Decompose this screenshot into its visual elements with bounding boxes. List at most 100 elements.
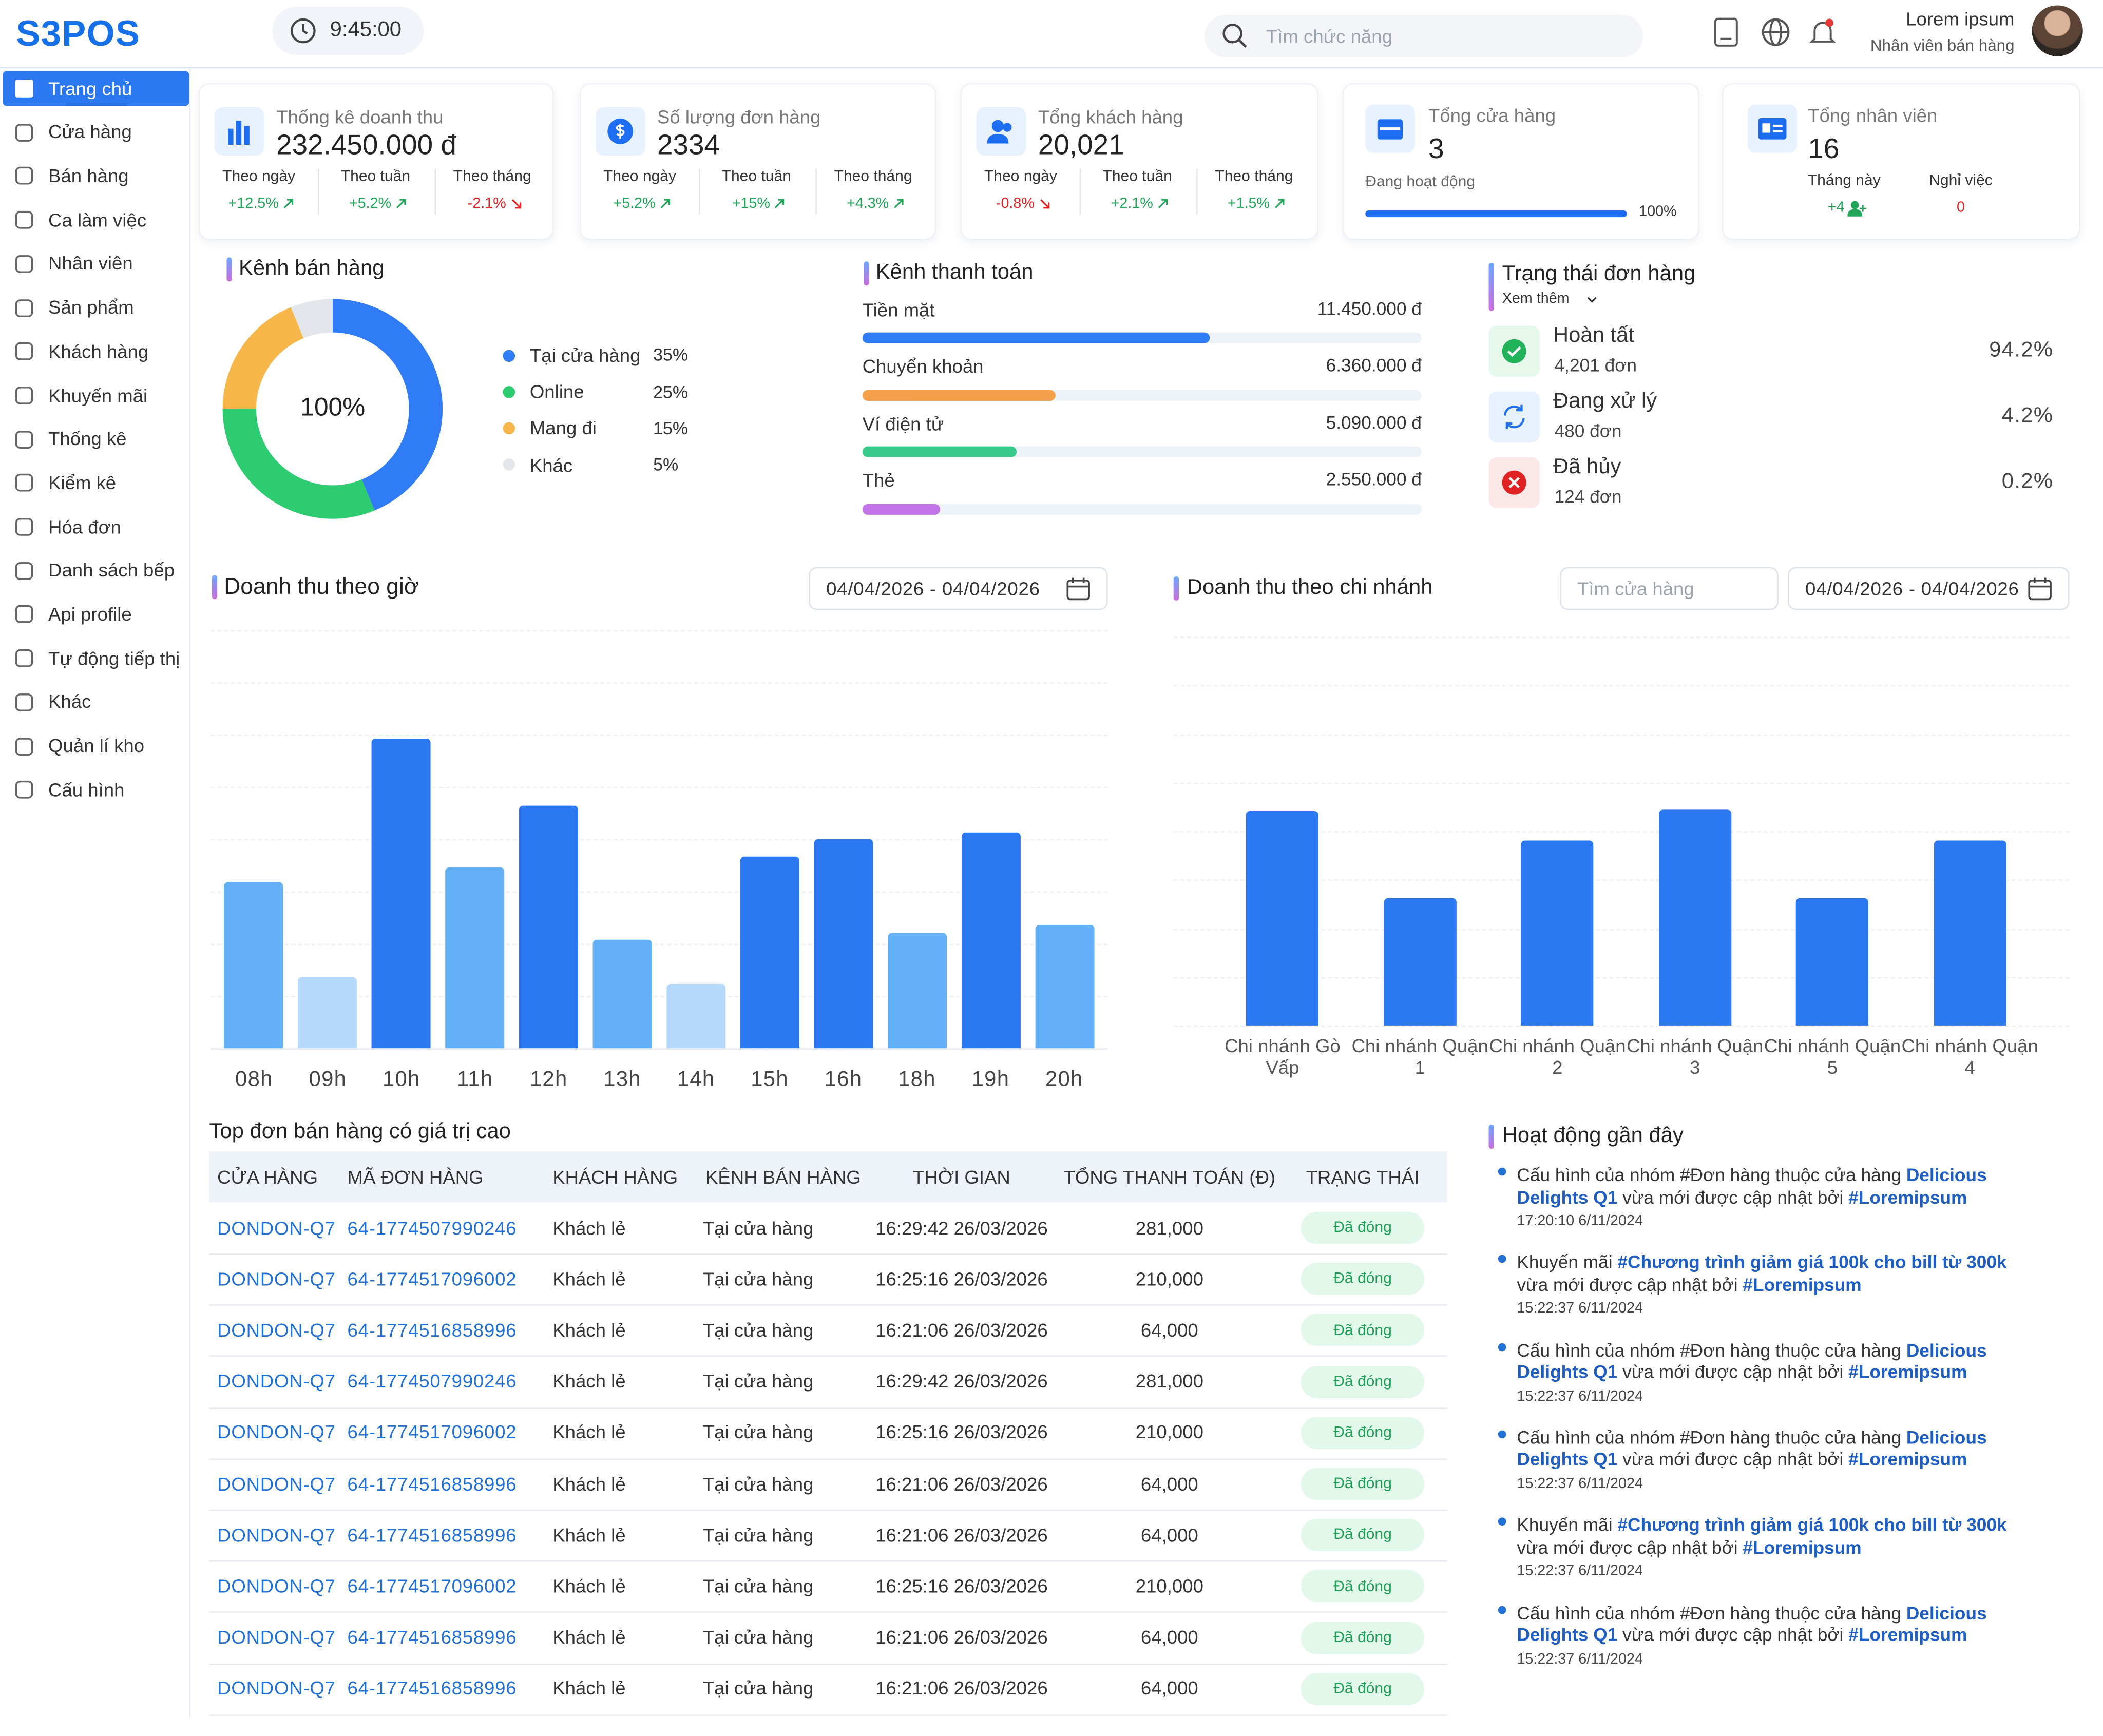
- legend-dot: [503, 459, 515, 471]
- date-picker[interactable]: [1788, 567, 2070, 610]
- sidebar-label[interactable]: Kiểm kê: [48, 471, 117, 493]
- bar: [224, 882, 284, 1049]
- activity-link[interactable]: Delicious Delights Q1: [1517, 1340, 1987, 1382]
- grid-line: [211, 996, 1108, 998]
- order-link[interactable]: 64-1774516858996: [347, 1677, 517, 1699]
- sidebar-label[interactable]: Ca làm việc: [48, 208, 147, 230]
- sidebar-label[interactable]: Khách hàng: [48, 340, 149, 362]
- search-box[interactable]: [1204, 14, 1643, 58]
- order-link[interactable]: DONDON-Q7: [217, 1370, 336, 1392]
- date-picker[interactable]: [809, 567, 1108, 610]
- legend-dot: [503, 385, 515, 398]
- order-link[interactable]: DONDON-Q7: [217, 1523, 336, 1546]
- date-range[interactable]: 04/04/2026 - 04/04/2026: [826, 577, 1040, 599]
- order-link[interactable]: 64-1774516858996: [347, 1319, 517, 1341]
- sidebar-label[interactable]: Bán hàng: [48, 165, 129, 187]
- payment-value: 6.360.000 đ: [1326, 356, 1422, 376]
- bar: [814, 839, 873, 1049]
- store-search[interactable]: [1559, 567, 1779, 610]
- title-accent: [1173, 576, 1179, 601]
- table-cell: 64,000: [1140, 1473, 1198, 1494]
- sidebar-label[interactable]: Hóa đơn: [48, 515, 121, 537]
- column-header: TỔNG THANH TOÁN (Đ): [1063, 1166, 1276, 1187]
- row-divider: [209, 1356, 1447, 1357]
- status-pill: [1301, 1468, 1425, 1500]
- order-link[interactable]: DONDON-Q7: [217, 1473, 336, 1494]
- stat-icon: [1758, 118, 1787, 140]
- order-link[interactable]: DONDON-Q7: [217, 1268, 336, 1289]
- staff-label: Tháng này: [1807, 173, 1881, 189]
- order-link[interactable]: DONDON-Q7: [217, 1575, 336, 1597]
- activity-link[interactable]: #Chương trình giảm giá 100k cho bill từ …: [1617, 1252, 2007, 1273]
- sidebar-icon: [15, 211, 33, 229]
- activity-link[interactable]: #Loremipsum: [1848, 1450, 1967, 1470]
- order-link[interactable]: DONDON-Q7: [217, 1677, 336, 1699]
- order-link[interactable]: 64-1774517096002: [347, 1268, 517, 1289]
- order-link[interactable]: 64-1774507990246: [347, 1217, 517, 1239]
- donut-segment: [222, 299, 443, 519]
- stat-value: 232.450.000 đ: [276, 130, 456, 162]
- activity-link[interactable]: #Chương trình giảm giá 100k cho bill từ …: [1617, 1515, 2007, 1535]
- activity-text: Cấu hình của nhóm #Đơn hàng thuộc cửa hà…: [1517, 1340, 2033, 1409]
- sidebar-item[interactable]: [3, 71, 189, 106]
- order-link[interactable]: 64-1774516858996: [347, 1626, 517, 1648]
- stat-icon: [228, 121, 250, 145]
- order-link[interactable]: 64-1774517096002: [347, 1421, 517, 1443]
- order-link[interactable]: DONDON-Q7: [217, 1319, 336, 1341]
- activity-text-part: Cấu hình của nhóm #Đơn hàng thuộc cửa hà…: [1517, 1603, 1906, 1623]
- grid-line: [1173, 977, 2070, 978]
- grid-line: [211, 735, 1108, 736]
- section-title: Kênh bán hàng: [238, 258, 385, 281]
- bar: [887, 933, 947, 1049]
- progress-label: 100%: [1639, 204, 1677, 221]
- activity-link[interactable]: #Loremipsum: [1848, 1187, 1967, 1207]
- sidebar-label[interactable]: Sản phẩm: [48, 296, 134, 318]
- order-link[interactable]: DONDON-Q7: [217, 1217, 336, 1239]
- date-range[interactable]: 04/04/2026 - 04/04/2026: [1805, 577, 2019, 599]
- activity-link[interactable]: #Loremipsum: [1848, 1625, 1967, 1645]
- store-search-placeholder[interactable]: Tìm cửa hàng: [1577, 577, 1694, 599]
- grid-line: [211, 943, 1108, 946]
- sidebar-label[interactable]: Nhân viên: [48, 253, 133, 274]
- sidebar-label[interactable]: Quản lí kho: [48, 735, 145, 757]
- trend-arrow: [283, 199, 294, 208]
- sidebar-label[interactable]: Khác: [48, 690, 91, 712]
- sidebar-label[interactable]: Khuyến mãi: [48, 384, 148, 406]
- see-more[interactable]: Xem thêm: [1502, 291, 1570, 308]
- chevron: [1587, 297, 1597, 303]
- activity-link[interactable]: #Loremipsum: [1743, 1275, 1862, 1295]
- order-link[interactable]: 64-1774517096002: [347, 1575, 517, 1597]
- sidebar-icon-shape: [15, 386, 33, 404]
- table-cell: Khách lẻ: [552, 1268, 626, 1289]
- status-percent: 94.2%: [1989, 339, 2054, 363]
- table-cell: 16:21:06 26/03/2026: [875, 1626, 1048, 1648]
- order-link[interactable]: 64-1774516858996: [347, 1473, 517, 1494]
- sidebar-label[interactable]: Cấu hình: [48, 778, 125, 800]
- order-link[interactable]: DONDON-Q7: [217, 1421, 336, 1443]
- sidebar-label[interactable]: Trang chủ: [48, 77, 132, 99]
- period-change: +2.1%: [1111, 196, 1153, 213]
- order-link[interactable]: DONDON-Q7: [217, 1626, 336, 1648]
- period-label: Theo tháng: [453, 169, 531, 185]
- activity-link[interactable]: #Loremipsum: [1743, 1537, 1862, 1557]
- sidebar-label[interactable]: Api profile: [48, 603, 132, 625]
- stat-icon-dollar: [616, 124, 625, 139]
- sidebar-label[interactable]: Thống kê: [48, 428, 127, 450]
- sidebar-label[interactable]: Danh sách bếp: [48, 559, 175, 581]
- activity-link[interactable]: Delicious Delights Q1: [1517, 1603, 1987, 1645]
- activity-time: 15:22:37 6/11/2024: [1517, 1388, 1643, 1404]
- stat-icon-bar: [228, 128, 234, 145]
- sidebar-label[interactable]: Tự động tiếp thị: [48, 647, 180, 669]
- stat-divider: [434, 169, 436, 215]
- trend-arrow: [660, 199, 671, 208]
- activity-link[interactable]: Delicious Delights Q1: [1517, 1165, 1987, 1207]
- order-link[interactable]: 64-1774516858996: [347, 1523, 517, 1546]
- table-cell: 16:29:42 26/03/2026: [875, 1370, 1048, 1392]
- grid-line: [211, 630, 1108, 632]
- order-link[interactable]: 64-1774507990246: [347, 1370, 517, 1392]
- activity-link[interactable]: #Loremipsum: [1848, 1362, 1967, 1382]
- activity-link[interactable]: Delicious Delights Q1: [1517, 1428, 1987, 1470]
- sidebar-label[interactable]: Cửa hàng: [48, 121, 132, 143]
- status-pill-label: Đã đóng: [1333, 1322, 1392, 1339]
